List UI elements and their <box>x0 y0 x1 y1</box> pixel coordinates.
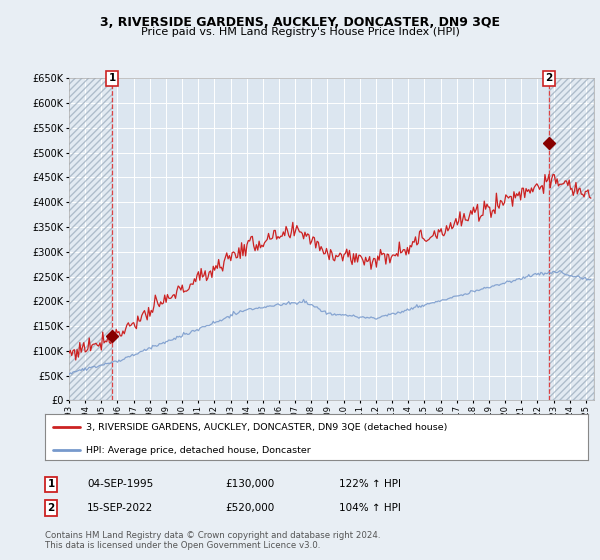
Text: 2: 2 <box>545 73 553 83</box>
Text: £130,000: £130,000 <box>225 479 274 489</box>
Text: HPI: Average price, detached house, Doncaster: HPI: Average price, detached house, Donc… <box>86 446 310 455</box>
Text: Contains HM Land Registry data © Crown copyright and database right 2024.
This d: Contains HM Land Registry data © Crown c… <box>45 531 380 550</box>
Text: 1: 1 <box>47 479 55 489</box>
Text: 3, RIVERSIDE GARDENS, AUCKLEY, DONCASTER, DN9 3QE (detached house): 3, RIVERSIDE GARDENS, AUCKLEY, DONCASTER… <box>86 423 447 432</box>
Bar <box>549 78 594 400</box>
Text: £520,000: £520,000 <box>225 503 274 513</box>
Bar <box>69 78 112 400</box>
Text: 122% ↑ HPI: 122% ↑ HPI <box>339 479 401 489</box>
Text: 1: 1 <box>109 73 116 83</box>
Bar <box>69 78 112 400</box>
Text: 104% ↑ HPI: 104% ↑ HPI <box>339 503 401 513</box>
Text: 2: 2 <box>47 503 55 513</box>
Text: 3, RIVERSIDE GARDENS, AUCKLEY, DONCASTER, DN9 3QE: 3, RIVERSIDE GARDENS, AUCKLEY, DONCASTER… <box>100 16 500 29</box>
Text: 04-SEP-1995: 04-SEP-1995 <box>87 479 153 489</box>
Text: 15-SEP-2022: 15-SEP-2022 <box>87 503 153 513</box>
Text: Price paid vs. HM Land Registry's House Price Index (HPI): Price paid vs. HM Land Registry's House … <box>140 27 460 37</box>
Bar <box>549 78 594 400</box>
